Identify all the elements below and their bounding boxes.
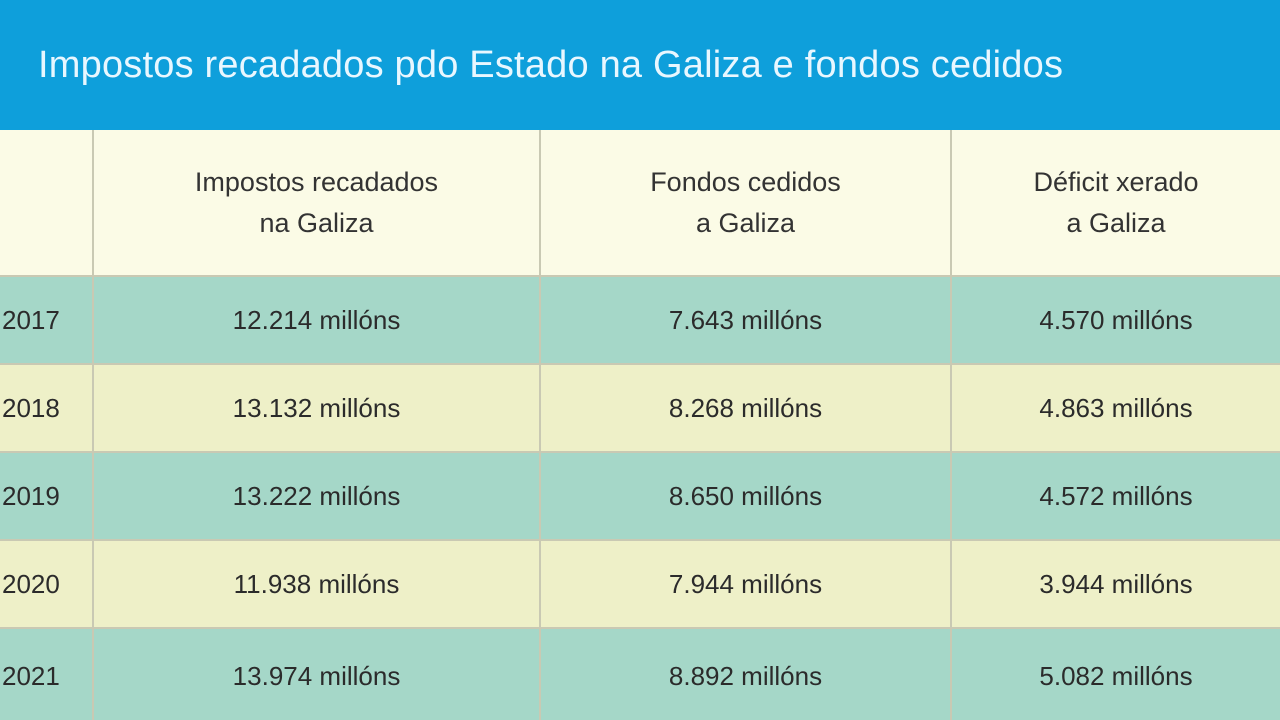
deficit-cell: 4.863 millóns (951, 364, 1280, 453)
year-cell: 2020 (0, 540, 94, 629)
fondos-cell: 7.944 millóns (540, 540, 952, 629)
year-cell: 2017 (0, 276, 94, 365)
header-cell-fondos: Fondos cedidos a Galiza (540, 130, 952, 277)
table-row: 2019 13.222 millóns 8.650 millóns 4.572 … (0, 452, 1280, 541)
year-cell: 2018 (0, 364, 94, 453)
impostos-cell: 13.974 millóns (93, 628, 541, 720)
impostos-cell: 11.938 millóns (93, 540, 541, 629)
header-deficit-line2: a Galiza (1066, 207, 1166, 238)
deficit-cell: 4.570 millóns (951, 276, 1280, 365)
header-impostos-line1: Impostos recadados (194, 166, 439, 197)
deficit-cell: 3.944 millóns (951, 540, 1280, 629)
header-row: Impostos recadados na Galiza Fondos cedi… (0, 130, 1280, 277)
impostos-cell: 13.222 millóns (93, 452, 541, 541)
title-bar: Impostos recadados pdo Estado na Galiza … (0, 0, 1280, 130)
impostos-cell: 12.214 millóns (93, 276, 541, 365)
header-impostos-line2: na Galiza (259, 207, 374, 238)
fondos-cell: 7.643 millóns (540, 276, 952, 365)
header-fondos-line2: a Galiza (695, 207, 796, 238)
fondos-cell: 8.650 millóns (540, 452, 952, 541)
table-row: 2017 12.214 millóns 7.643 millóns 4.570 … (0, 276, 1280, 365)
table-row: 2020 11.938 millóns 7.944 millóns 3.944 … (0, 540, 1280, 629)
year-cell: 2019 (0, 452, 94, 541)
fondos-cell: 8.268 millóns (540, 364, 952, 453)
header-cell-impostos: Impostos recadados na Galiza (93, 130, 541, 277)
year-cell: 2021 (0, 628, 94, 720)
header-cell-deficit: Déficit xerado a Galiza (951, 130, 1280, 277)
fondos-cell: 8.892 millóns (540, 628, 952, 720)
table-row: 2018 13.132 millóns 8.268 millóns 4.863 … (0, 364, 1280, 453)
deficit-cell: 5.082 millóns (951, 628, 1280, 720)
data-table: Impostos recadados na Galiza Fondos cedi… (0, 130, 1280, 720)
header-fondos-line1: Fondos cedidos (650, 166, 841, 197)
table-row: 2021 13.974 millóns 8.892 millóns 5.082 … (0, 628, 1280, 720)
deficit-cell: 4.572 millóns (951, 452, 1280, 541)
header-deficit-line1: Déficit xerado (1033, 166, 1199, 197)
impostos-cell: 13.132 millóns (93, 364, 541, 453)
page-title: Impostos recadados pdo Estado na Galiza … (38, 44, 1064, 86)
header-cell-year (0, 130, 94, 277)
